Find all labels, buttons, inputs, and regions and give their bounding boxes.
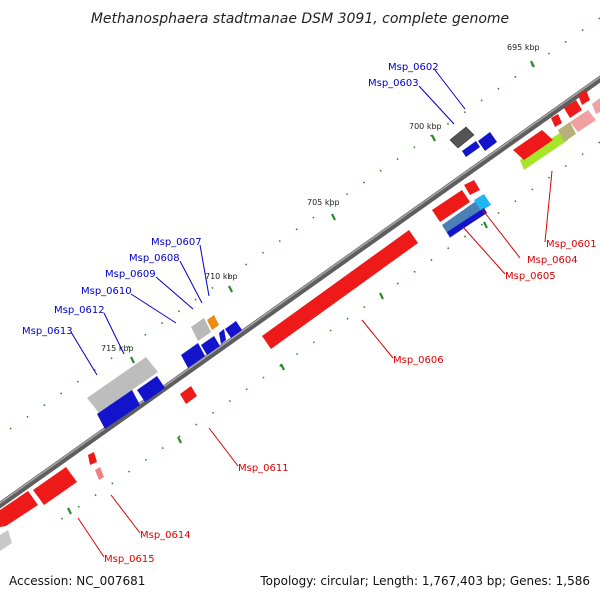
gene-msp-0602[interactable] bbox=[449, 126, 475, 149]
label-msp-0610[interactable]: Msp_0610 bbox=[81, 286, 132, 297]
label-msp-0602[interactable]: Msp_0602 bbox=[388, 62, 439, 73]
gene-msp-0604[interactable] bbox=[432, 190, 470, 222]
label-msp-0612[interactable]: Msp_0612 bbox=[54, 305, 105, 316]
label-msp-0607[interactable]: Msp_0607 bbox=[151, 237, 202, 248]
genome-backbone bbox=[0, 75, 600, 509]
gene-msp-0603-upper[interactable] bbox=[462, 141, 480, 157]
map-title: Methanosphaera stadtmanae DSM 3091, comp… bbox=[91, 11, 509, 27]
label-msp-0608[interactable]: Msp_0608 bbox=[129, 253, 180, 264]
label-msp-0613[interactable]: Msp_0613 bbox=[22, 326, 73, 337]
gene-msp-0611[interactable] bbox=[180, 386, 197, 404]
reverse-label-leaders bbox=[77, 170, 553, 558]
scale-label-700kbp: 700 kbp bbox=[409, 122, 442, 131]
gene-msp-0613[interactable] bbox=[87, 357, 158, 413]
scale-label-710kbp: 710 kbp bbox=[205, 272, 238, 281]
label-msp-0606[interactable]: Msp_0606 bbox=[393, 355, 444, 366]
major-scale-ticks bbox=[67, 60, 535, 515]
forward-labels: Msp_0602 Msp_0603 Msp_0607 Msp_0608 Msp_… bbox=[22, 62, 439, 337]
gene-msp-0601-d[interactable] bbox=[564, 100, 582, 118]
gene-msp-0606[interactable] bbox=[262, 230, 418, 349]
gene-msp-0601-c[interactable] bbox=[570, 110, 596, 132]
scale-label-705kbp: 705 kbp bbox=[307, 198, 340, 207]
accession-text: Accession: NC_007681 bbox=[9, 574, 145, 588]
gene-msp-0614-b[interactable] bbox=[95, 467, 104, 480]
scale-label-695kbp: 695 kbp bbox=[507, 43, 540, 52]
gene-msp-0605-b[interactable] bbox=[474, 194, 491, 211]
gene-msp-0609[interactable] bbox=[219, 329, 226, 344]
gene-msp-0607[interactable] bbox=[207, 315, 219, 330]
gene-msp-0613c[interactable] bbox=[137, 376, 165, 402]
reverse-labels: Msp_0601 Msp_0604 Msp_0605 Msp_0606 Msp_… bbox=[104, 239, 597, 565]
label-msp-0605[interactable]: Msp_0605 bbox=[505, 271, 556, 282]
label-msp-0604[interactable]: Msp_0604 bbox=[527, 255, 578, 266]
gene-msp-0601-b[interactable] bbox=[558, 122, 576, 142]
label-msp-0609[interactable]: Msp_0609 bbox=[105, 269, 156, 280]
label-msp-0615[interactable]: Msp_0615 bbox=[104, 554, 155, 565]
gene-msp-0609b[interactable] bbox=[225, 321, 242, 338]
gene-msp-0601-e[interactable] bbox=[551, 114, 562, 127]
label-msp-0614[interactable]: Msp_0614 bbox=[140, 530, 191, 541]
gene-msp-0615-c[interactable] bbox=[0, 530, 12, 551]
gene-msp-0605-c[interactable] bbox=[447, 208, 487, 237]
gene-msp-0603[interactable] bbox=[478, 132, 497, 151]
gene-msp-0601-f[interactable] bbox=[578, 90, 590, 105]
genome-summary-text: Topology: circular; Length: 1,767,403 bp… bbox=[259, 574, 590, 588]
outer-tick-row bbox=[0, 17, 600, 437]
gene-msp-0604-b[interactable] bbox=[464, 180, 480, 195]
gene-msp-0601-upper[interactable] bbox=[513, 130, 553, 160]
gene-msp-0615-b[interactable] bbox=[0, 491, 38, 527]
gene-msp-0608[interactable] bbox=[191, 318, 211, 341]
gene-msp-0612[interactable] bbox=[181, 343, 205, 368]
forward-strand-genes bbox=[87, 126, 497, 429]
gene-msp-0614[interactable] bbox=[88, 452, 97, 465]
gene-msp-0610[interactable] bbox=[201, 336, 220, 355]
scale-label-715kbp: 715 kbp bbox=[101, 344, 134, 353]
label-msp-0611[interactable]: Msp_0611 bbox=[238, 463, 289, 474]
label-msp-0601[interactable]: Msp_0601 bbox=[546, 239, 597, 250]
gene-msp-0601-g[interactable] bbox=[592, 98, 600, 114]
gene-msp-0613b[interactable] bbox=[97, 390, 140, 429]
gene-msp-0615[interactable] bbox=[33, 467, 77, 505]
forward-label-leaders bbox=[70, 69, 466, 376]
label-msp-0603[interactable]: Msp_0603 bbox=[368, 78, 419, 89]
gene-msp-0601[interactable] bbox=[520, 130, 568, 170]
reverse-strand-genes bbox=[0, 90, 600, 551]
